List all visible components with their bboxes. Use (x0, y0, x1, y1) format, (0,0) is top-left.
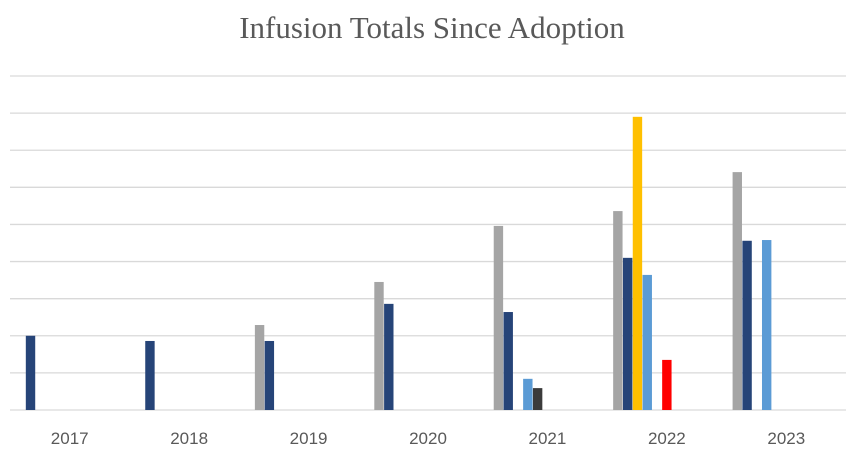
x-tick-label: 2018 (170, 429, 208, 448)
bar (532, 388, 543, 410)
bar (384, 303, 394, 410)
bar (622, 257, 633, 410)
x-tick-label: 2020 (409, 429, 447, 448)
bar (632, 116, 643, 411)
bar (374, 281, 384, 410)
x-tick-label: 2019 (290, 429, 328, 448)
bar (254, 325, 265, 410)
bar (264, 340, 275, 410)
bar (732, 172, 742, 410)
x-tick-label: 2021 (529, 429, 567, 448)
bar (25, 335, 36, 410)
bar (493, 225, 504, 410)
x-tick-label: 2017 (51, 429, 89, 448)
bar (642, 274, 652, 410)
bar (742, 240, 752, 410)
bar (761, 240, 772, 410)
bar (503, 312, 513, 410)
x-tick-label: 2022 (648, 429, 686, 448)
bar (613, 211, 623, 410)
bar (145, 340, 155, 410)
x-tick-label: 2023 (767, 429, 805, 448)
bar (662, 359, 672, 410)
bar (523, 378, 533, 410)
chart-title: Infusion Totals Since Adoption (239, 10, 625, 45)
